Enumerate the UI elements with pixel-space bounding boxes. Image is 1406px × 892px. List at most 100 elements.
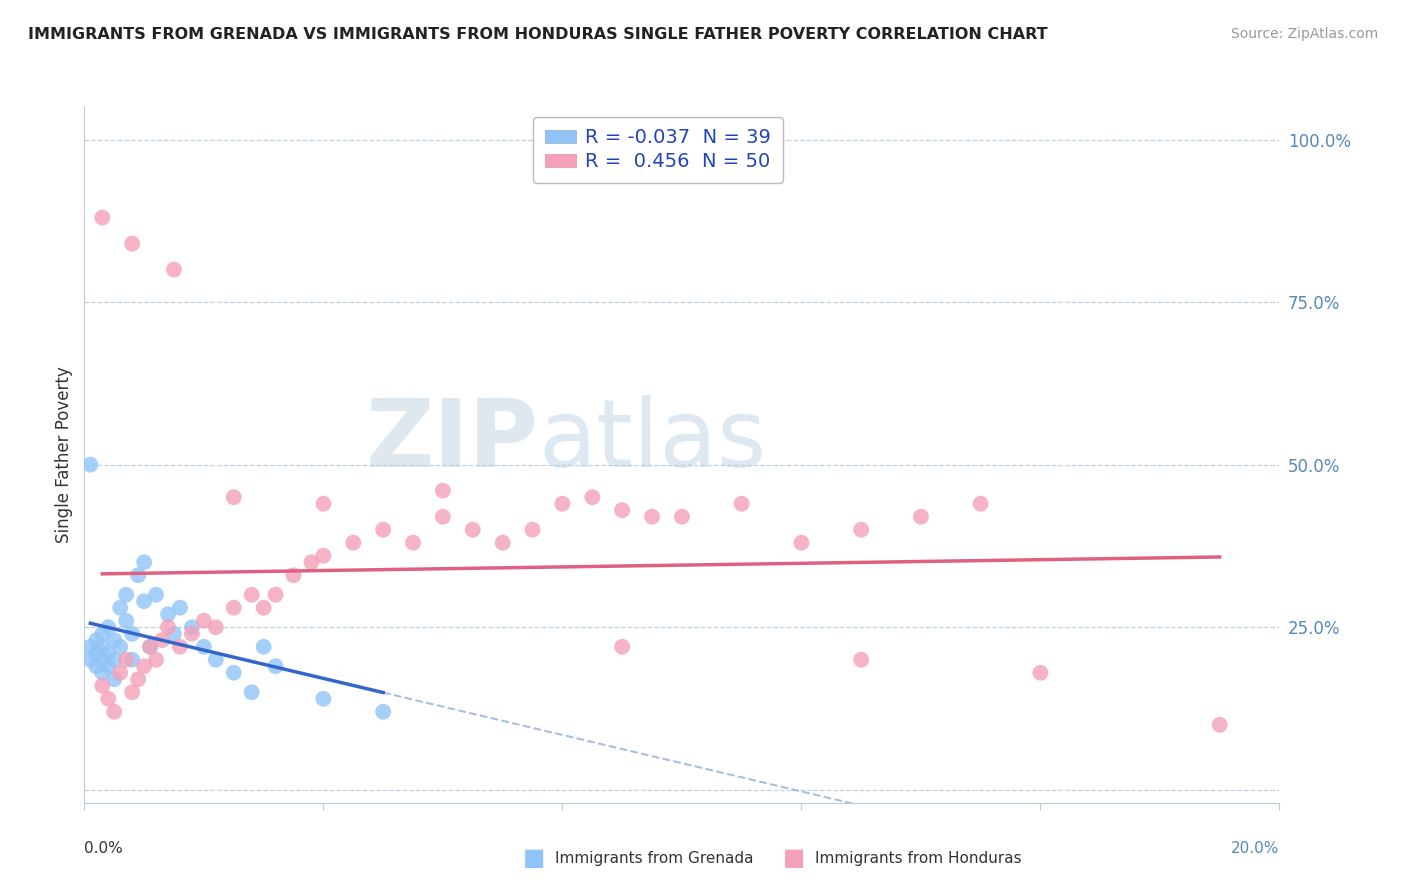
Point xyxy=(91,665,114,680)
Point xyxy=(103,705,125,719)
Text: 0.0%: 0.0% xyxy=(84,841,124,856)
Point xyxy=(79,653,101,667)
Point xyxy=(283,568,305,582)
Point xyxy=(132,659,156,673)
Point xyxy=(103,653,125,667)
Point xyxy=(169,600,191,615)
Point xyxy=(127,568,149,582)
Point xyxy=(432,483,454,498)
Point xyxy=(1029,665,1052,680)
Point xyxy=(157,607,180,622)
Point xyxy=(163,626,186,640)
Point xyxy=(373,705,395,719)
Point xyxy=(121,685,143,699)
Point xyxy=(240,685,263,699)
Point xyxy=(790,535,813,549)
Point xyxy=(312,497,335,511)
Point xyxy=(522,523,544,537)
Point xyxy=(240,588,263,602)
Point xyxy=(103,633,125,648)
Point xyxy=(492,535,515,549)
Point xyxy=(205,620,228,634)
Point xyxy=(461,523,484,537)
Point xyxy=(551,497,574,511)
Point xyxy=(97,620,120,634)
Point xyxy=(205,653,228,667)
Point xyxy=(222,665,245,680)
Text: ■: ■ xyxy=(783,847,806,870)
Point xyxy=(145,653,167,667)
Text: ZIP: ZIP xyxy=(366,395,538,487)
Point xyxy=(193,640,215,654)
Point xyxy=(115,653,138,667)
Point xyxy=(86,646,108,660)
Point xyxy=(121,626,143,640)
Point xyxy=(150,633,173,648)
Point xyxy=(139,640,162,654)
Point xyxy=(731,497,754,511)
Point xyxy=(641,509,664,524)
Text: Immigrants from Honduras: Immigrants from Honduras xyxy=(815,851,1022,865)
Point xyxy=(121,653,143,667)
Point xyxy=(301,555,323,569)
Point xyxy=(193,614,215,628)
Point xyxy=(851,523,873,537)
Point xyxy=(115,588,138,602)
Point xyxy=(342,535,364,549)
Text: IMMIGRANTS FROM GRENADA VS IMMIGRANTS FROM HONDURAS SINGLE FATHER POVERTY CORREL: IMMIGRANTS FROM GRENADA VS IMMIGRANTS FR… xyxy=(28,27,1047,42)
Point xyxy=(253,640,276,654)
Point xyxy=(264,659,287,673)
Point xyxy=(222,490,245,504)
Point xyxy=(121,236,143,251)
Point xyxy=(169,640,191,654)
Point xyxy=(145,588,167,602)
Text: Source: ZipAtlas.com: Source: ZipAtlas.com xyxy=(1230,27,1378,41)
Point xyxy=(1209,718,1232,732)
Point xyxy=(910,509,932,524)
Point xyxy=(132,555,156,569)
Point xyxy=(79,640,101,654)
Legend: R = -0.037  N = 39, R =  0.456  N = 50: R = -0.037 N = 39, R = 0.456 N = 50 xyxy=(533,117,783,183)
Point xyxy=(132,594,156,608)
Point xyxy=(264,588,287,602)
Point xyxy=(253,600,276,615)
Point xyxy=(181,626,204,640)
Point xyxy=(97,659,120,673)
Point xyxy=(110,600,132,615)
Point xyxy=(91,653,114,667)
Point xyxy=(373,523,395,537)
Point xyxy=(222,600,245,615)
Point xyxy=(127,672,149,686)
Point xyxy=(86,633,108,648)
Point xyxy=(97,691,120,706)
Point xyxy=(110,665,132,680)
Point xyxy=(79,458,101,472)
Point xyxy=(402,535,425,549)
Point xyxy=(91,626,114,640)
Point xyxy=(612,503,634,517)
Point xyxy=(163,262,186,277)
Point xyxy=(581,490,603,504)
Point xyxy=(312,549,335,563)
Point xyxy=(91,640,114,654)
Y-axis label: Single Father Poverty: Single Father Poverty xyxy=(55,367,73,543)
Point xyxy=(970,497,993,511)
Point xyxy=(671,509,693,524)
Point xyxy=(181,620,204,634)
Point xyxy=(86,659,108,673)
Point xyxy=(312,691,335,706)
Text: ■: ■ xyxy=(523,847,546,870)
Point xyxy=(110,640,132,654)
Point xyxy=(612,640,634,654)
Point xyxy=(157,620,180,634)
Point xyxy=(432,509,454,524)
Text: 20.0%: 20.0% xyxy=(1232,841,1279,856)
Point xyxy=(91,679,114,693)
Point xyxy=(139,640,162,654)
Text: atlas: atlas xyxy=(538,395,766,487)
Text: Immigrants from Grenada: Immigrants from Grenada xyxy=(555,851,754,865)
Point xyxy=(97,646,120,660)
Point xyxy=(851,653,873,667)
Point xyxy=(103,672,125,686)
Point xyxy=(91,211,114,225)
